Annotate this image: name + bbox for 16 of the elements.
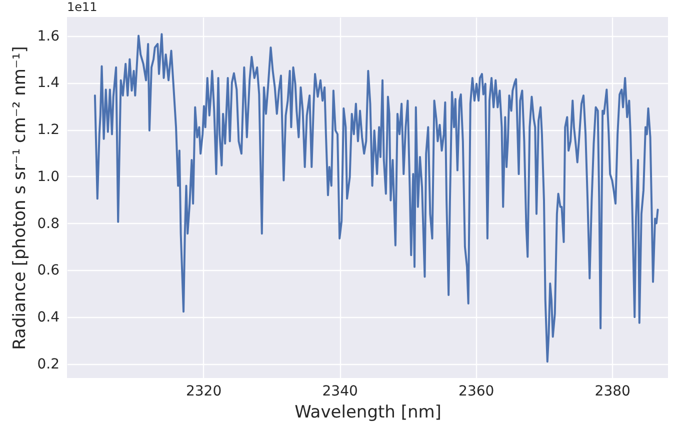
x-tick-label: 2380: [594, 384, 630, 400]
y-tick-label: 1.4: [37, 75, 60, 92]
y-tick-label: 0.4: [37, 310, 60, 326]
y-tick-label: 1.6: [37, 28, 60, 44]
x-tick-label: 2360: [458, 384, 494, 400]
x-tick-label: 2320: [186, 384, 222, 400]
y-axis-title: Radiance [photon s sr⁻¹ cm⁻² nm⁻¹]: [10, 46, 30, 350]
x-axis-title: Wavelength [nm]: [294, 402, 442, 422]
y-tick-label: 1.0: [37, 168, 60, 185]
line-series: [94, 33, 659, 363]
y-tick-label: 1.2: [37, 122, 60, 138]
x-tick-label: 2340: [322, 384, 358, 400]
text: 1e11: [67, 0, 98, 14]
y-tick-label: 0.2: [37, 356, 60, 372]
y-tick-label: 0.8: [37, 216, 60, 232]
y-tick-label: 0.6: [37, 262, 60, 279]
